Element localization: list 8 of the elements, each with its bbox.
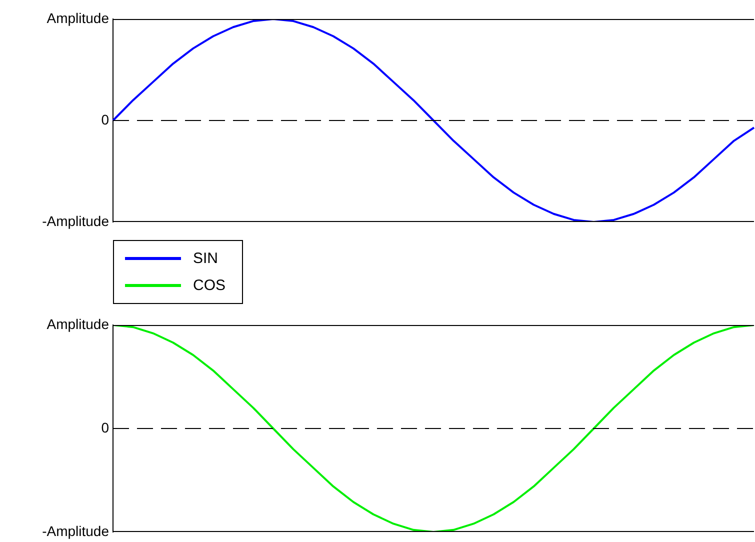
text: 0 <box>101 419 110 436</box>
text: 0 <box>101 111 110 128</box>
text: Amplitude <box>46 316 110 332</box>
text: -Amplitude <box>42 212 110 229</box>
text: -Amplitude <box>42 522 110 539</box>
legend-label: COS <box>193 277 226 294</box>
text: Amplitude <box>46 10 110 26</box>
legend-label: SIN <box>193 250 218 267</box>
